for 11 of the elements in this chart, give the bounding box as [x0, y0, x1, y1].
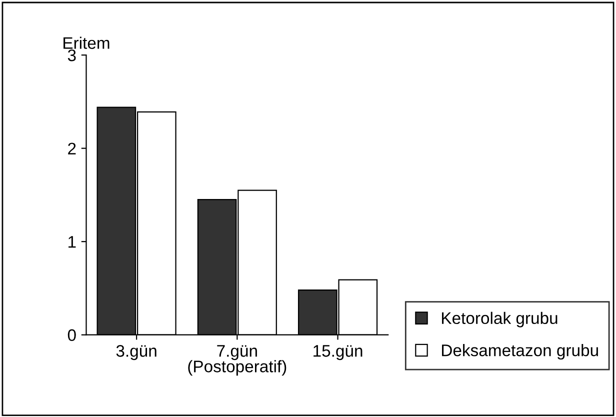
legend-label: Ketorolak grubu	[442, 312, 558, 328]
y-tick-label: 1	[68, 236, 76, 248]
y-tick-label: 3	[68, 49, 76, 62]
y-tick-label: 0	[68, 329, 76, 342]
y-axis-title: Eritem	[64, 36, 110, 49]
x-tick-label: 3.gün	[116, 345, 156, 360]
x-axis-title: (Postoperatif)	[188, 360, 286, 376]
x-tick-label: 7.gün	[217, 345, 257, 360]
legend-label: Deksametazon grubu	[442, 344, 598, 360]
y-tick-label: 2	[68, 142, 76, 154]
x-tick-label: 15.gün	[314, 345, 362, 360]
